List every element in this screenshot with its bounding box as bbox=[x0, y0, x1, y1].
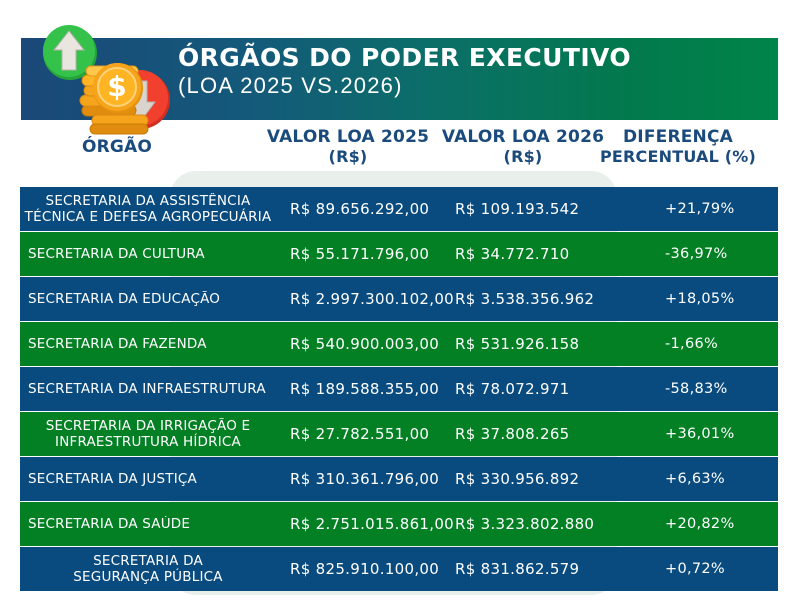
diferenca-percentual-cell: -1,66% bbox=[665, 335, 719, 352]
table-row: SECRETARIA DA CULTURA R$ 55.171.796,00 R$ … bbox=[20, 232, 778, 276]
valor-loa-2026-cell: R$ 37.808.265 bbox=[455, 424, 570, 443]
table-row: SECRETARIA DA JUSTIÇA R$ 310.361.796,00 R$… bbox=[20, 457, 778, 501]
orgao-cell: SECRETARIA DA JUSTIÇA bbox=[28, 470, 197, 487]
column-header-valor-2026: VALOR LOA 2026 (R$) bbox=[441, 127, 605, 166]
column-header-diferenca: DIFERENÇA PERCENTUAL (%) bbox=[599, 127, 757, 166]
table-row: SECRETARIA DA ASSISTÊNCIA TÉCNICA E DEFE… bbox=[20, 187, 778, 231]
valor-loa-2025-cell: R$ 310.361.796,00 bbox=[290, 469, 440, 488]
orgao-cell: SECRETARIA DA INFRAESTRUTURA bbox=[28, 380, 266, 397]
orgao-cell: SECRETARIA DA CULTURA bbox=[28, 245, 205, 262]
valor-loa-2025-cell: R$ 540.900.003,00 bbox=[290, 334, 440, 353]
table-row: SECRETARIA DA FAZENDA R$ 540.900.003,00 R$… bbox=[20, 322, 778, 366]
valor-loa-2026-cell: R$ 330.956.892 bbox=[455, 469, 580, 488]
svg-text:$: $ bbox=[107, 70, 126, 103]
table-row: SECRETARIA DA INFRAESTRUTURA R$ 189.588.3… bbox=[20, 367, 778, 411]
page-title: ÓRGÃOS DO PODER EXECUTIVO bbox=[178, 43, 631, 72]
valor-loa-2025-cell: R$ 55.171.796,00 bbox=[290, 244, 430, 263]
table-row: SECRETARIA DA IRRIGAÇÃO E INFRAESTRUTURA… bbox=[20, 412, 778, 456]
page-subtitle: (LOA 2025 VS.2026) bbox=[178, 73, 403, 98]
diferenca-percentual-cell: +21,79% bbox=[665, 200, 735, 217]
valor-loa-2025-cell: R$ 189.588.355,00 bbox=[290, 379, 440, 398]
valor-loa-2025-cell: R$ 825.910.100,00 bbox=[290, 559, 440, 578]
valor-loa-2025-cell: R$ 2.751.015.861,00 bbox=[290, 514, 455, 533]
orgao-cell: SECRETARIA DA IRRIGAÇÃO E INFRAESTRUTURA… bbox=[45, 417, 251, 450]
orgao-cell: SECRETARIA DA ASSISTÊNCIA TÉCNICA E DEFE… bbox=[24, 192, 272, 225]
valor-loa-2026-cell: R$ 3.323.802.880 bbox=[455, 514, 595, 533]
table-body: SECRETARIA DA ASSISTÊNCIA TÉCNICA E DEFE… bbox=[20, 187, 778, 592]
orgao-cell: SECRETARIA DA EDUCAÇÃO bbox=[28, 290, 221, 307]
valor-loa-2026-cell: R$ 34.772.710 bbox=[455, 244, 570, 263]
diferenca-percentual-cell: +6,63% bbox=[665, 470, 726, 487]
valor-loa-2025-cell: R$ 2.997.300.102,00 bbox=[290, 289, 455, 308]
valor-loa-2026-cell: R$ 109.193.542 bbox=[455, 199, 580, 218]
column-header-orgao: ÓRGÃO bbox=[81, 137, 153, 157]
orgao-cell: SECRETARIA DA FAZENDA bbox=[28, 335, 207, 352]
table-row: SECRETARIA DA SAÚDE R$ 2.751.015.861,00 R$… bbox=[20, 502, 778, 546]
orgao-cell: SECRETARIA DA SEGURANÇA PÚBLICA bbox=[73, 552, 223, 585]
valor-loa-2025-cell: R$ 89.656.292,00 bbox=[290, 199, 430, 218]
valor-loa-2025-cell: R$ 27.782.551,00 bbox=[290, 424, 430, 443]
up-arrow-circle-icon bbox=[43, 25, 97, 80]
valor-loa-2026-cell: R$ 531.926.158 bbox=[455, 334, 580, 353]
diferenca-percentual-cell: -36,97% bbox=[665, 245, 728, 262]
coins-up-down-arrows-icon: $ bbox=[43, 25, 170, 135]
table-row: SECRETARIA DA EDUCAÇÃO R$ 2.997.300.102,0… bbox=[20, 277, 778, 321]
diferenca-percentual-cell: +18,05% bbox=[665, 290, 735, 307]
table-row: SECRETARIA DA SEGURANÇA PÚBLICA R$ 825.91… bbox=[20, 547, 778, 591]
banner-titles: ÓRGÃOS DO PODER EXECUTIVO (LOA 2025 VS.2… bbox=[178, 44, 631, 99]
valor-loa-2026-cell: R$ 78.072.971 bbox=[455, 379, 570, 398]
diferenca-percentual-cell: +0,72% bbox=[665, 560, 726, 577]
dollar-coin-icon: $ bbox=[93, 63, 143, 113]
valor-loa-2026-cell: R$ 3.538.356.962 bbox=[455, 289, 595, 308]
diferenca-percentual-cell: +36,01% bbox=[665, 425, 735, 442]
diferenca-percentual-cell: +20,82% bbox=[665, 515, 735, 532]
orgao-cell: SECRETARIA DA SAÚDE bbox=[28, 515, 191, 532]
column-header-valor-2025: VALOR LOA 2025 (R$) bbox=[266, 127, 430, 166]
valor-loa-2026-cell: R$ 831.862.579 bbox=[455, 559, 580, 578]
diferenca-percentual-cell: -58,83% bbox=[665, 380, 728, 397]
